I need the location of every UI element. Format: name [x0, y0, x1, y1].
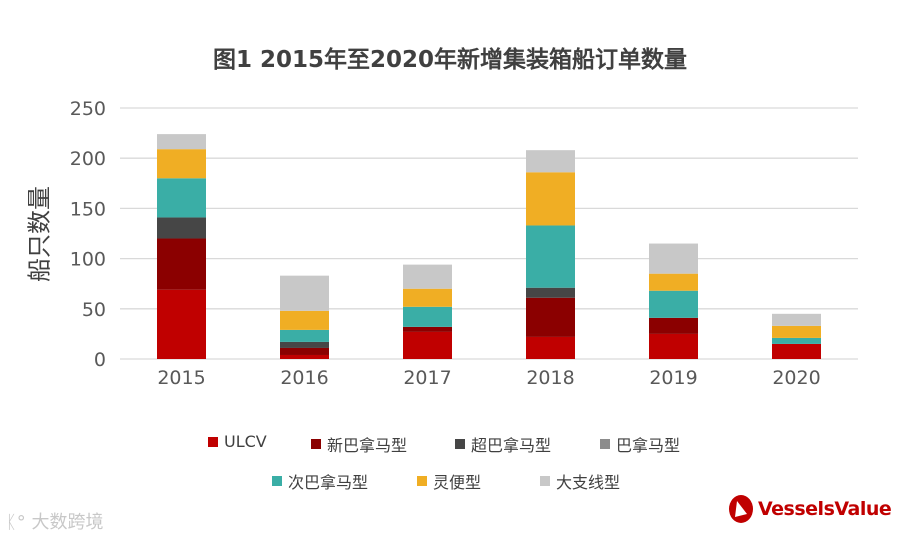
legend-label: ULCV: [224, 432, 267, 451]
logo-text: VesselsValue: [758, 498, 892, 520]
bar-segment-2015-s2: [157, 217, 206, 239]
y-tick-label: 150: [70, 198, 106, 220]
legend-swatch: [417, 476, 427, 486]
bar-segment-2016-s5: [280, 310, 329, 330]
bar-segment-2018-s4: [526, 225, 575, 288]
bar-segment-2020-s5: [772, 325, 821, 338]
bar-segment-2019-s5: [649, 273, 698, 291]
x-tick-label: 2015: [157, 367, 205, 389]
legend-swatch: [311, 439, 321, 449]
bar-segment-2018-s6: [526, 150, 575, 173]
x-tick-label: 2016: [280, 367, 328, 389]
legend-label: 新巴拿马型: [327, 436, 408, 455]
legend-swatch: [208, 436, 218, 447]
bar-segment-2020-s0: [772, 343, 821, 359]
bar-segment-2019-s1: [649, 317, 698, 334]
x-tick-label: 2019: [649, 367, 697, 389]
y-tick-label: 100: [70, 249, 106, 271]
legend-label: 巴拿马型: [616, 436, 681, 455]
legend-item-feeder: 大支线型: [540, 469, 620, 493]
bar-segment-2015-s1: [157, 238, 206, 290]
bar-segment-2018-s0: [526, 336, 575, 359]
bar-segment-2018-s1: [526, 297, 575, 337]
x-tick-label: 2020: [772, 367, 820, 389]
legend-label: 次巴拿马型: [288, 473, 369, 492]
bar-segment-2018-s5: [526, 172, 575, 226]
watermark-text: 大数跨境: [31, 512, 104, 533]
y-tick-label: 50: [82, 299, 106, 321]
legend-item-post-panamax: 超巴拿马型: [455, 432, 551, 456]
watermark-logo-icon: ᛕ°: [6, 512, 26, 533]
chart-title: 图1 2015年至2020年新增集装箱船订单数量: [212, 47, 688, 73]
legend-label: 大支线型: [556, 473, 621, 492]
y-tick-label: 250: [70, 98, 106, 120]
bar-segment-2020-s6: [772, 313, 821, 326]
bar-segment-2015-s6: [157, 134, 206, 150]
bar-segment-2019-s0: [649, 333, 698, 359]
bar-segment-2017-s6: [403, 264, 452, 289]
bar-segment-2015-s4: [157, 178, 206, 218]
bar-segment-2019-s4: [649, 290, 698, 318]
legend-swatch: [272, 476, 282, 486]
legend-swatch: [600, 439, 610, 449]
legend-item-neo-panamax: 新巴拿马型: [311, 432, 407, 456]
bar-segment-2015-s5: [157, 149, 206, 179]
watermark: ᛕ° 大数跨境: [6, 508, 104, 534]
x-tick-label: 2017: [403, 367, 451, 389]
y-tick-label: 200: [70, 148, 106, 170]
bar-segment-2017-s4: [403, 306, 452, 327]
bar-segment-2016-s2: [280, 341, 329, 348]
bar-segment-2017-s1: [403, 326, 452, 332]
bar-segment-2017-s5: [403, 288, 452, 307]
bar-segment-2020-s4: [772, 337, 821, 344]
legend-label: 灵便型: [433, 473, 482, 492]
legend-item-panamax: 巴拿马型: [600, 432, 680, 456]
bar-segment-2016-s1: [280, 347, 329, 355]
legend-swatch: [540, 476, 550, 486]
legend-item-sub-panamax: 次巴拿马型: [272, 469, 368, 493]
bar-segment-2017-s0: [403, 331, 452, 359]
bar-segment-2015-s0: [157, 289, 206, 359]
legend-swatch: [455, 439, 465, 449]
bar-segment-2016-s4: [280, 329, 329, 342]
legend-item-ulcv: ULCV: [208, 432, 267, 451]
y-tick-label: 0: [94, 349, 106, 371]
bar-segment-2016-s6: [280, 275, 329, 311]
vesselsvalue-logo-icon: [729, 495, 753, 523]
bar-segment-2018-s2: [526, 287, 575, 298]
vesselsvalue-logo: VesselsValue: [728, 494, 892, 524]
bar-segment-2019-s6: [649, 243, 698, 274]
legend-label: 超巴拿马型: [471, 436, 552, 455]
legend-item-handy: 灵便型: [417, 469, 481, 493]
bar-segment-2016-s0: [280, 354, 329, 359]
x-tick-label: 2018: [526, 367, 574, 389]
